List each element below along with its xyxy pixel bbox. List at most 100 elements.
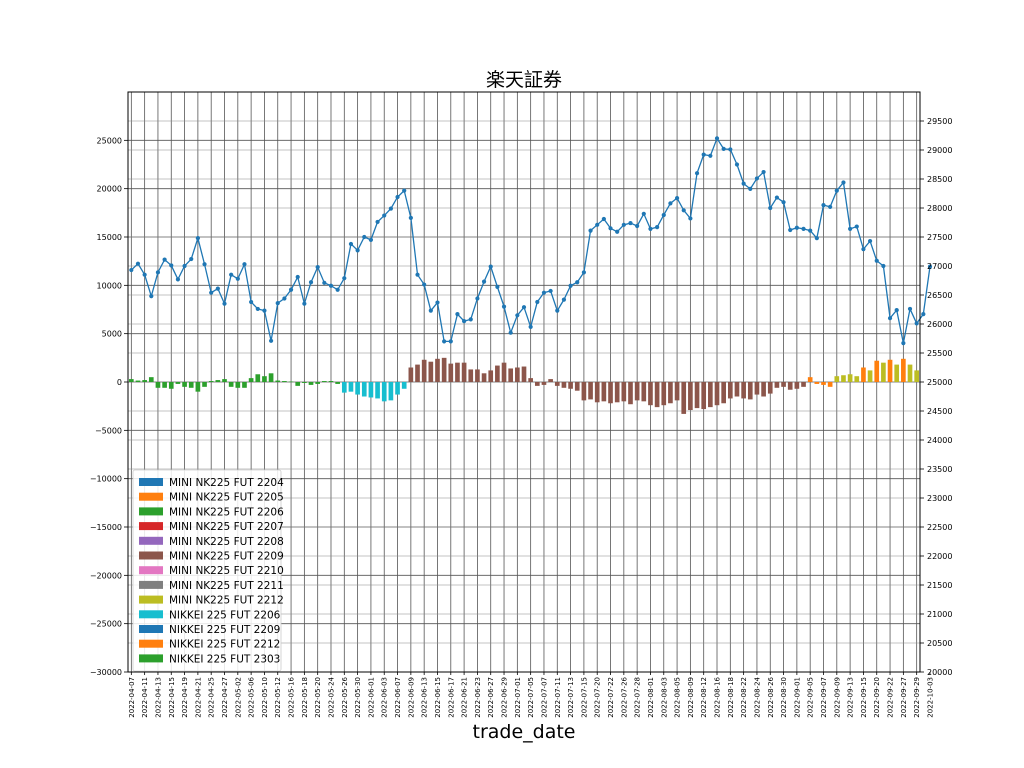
- price-point: [548, 288, 553, 294]
- bar: [368, 382, 374, 398]
- legend-swatch: [139, 566, 163, 575]
- price-point: [462, 319, 467, 324]
- y2-tick-label: 25500: [927, 349, 952, 358]
- bar: [608, 382, 613, 404]
- bar: [508, 368, 514, 382]
- price-point: [615, 229, 620, 234]
- price-point: [149, 294, 154, 299]
- legend-entry-label: NIKKEI 225 FUT 2212: [169, 639, 280, 651]
- bar: [881, 362, 886, 382]
- price-point: [501, 304, 507, 309]
- legend-swatch: [139, 507, 163, 516]
- price-point: [794, 225, 799, 230]
- price-point: [255, 306, 260, 312]
- x-tick-label: 2022-09-27: [900, 677, 908, 718]
- legend-entry-label: MINI NK225 FUT 2204: [169, 477, 284, 489]
- bar: [761, 382, 766, 397]
- bar: [341, 382, 347, 393]
- bar: [827, 382, 833, 387]
- price-point: [761, 169, 766, 175]
- y2-tick-label: 21000: [927, 610, 952, 619]
- bar: [521, 366, 527, 382]
- y2-tick-label: 29000: [927, 146, 952, 155]
- bar: [461, 362, 467, 382]
- bar: [361, 382, 367, 397]
- bar: [801, 382, 806, 387]
- y-tick-label: 10000: [97, 281, 122, 290]
- bar: [867, 370, 873, 382]
- bar-series: [128, 357, 920, 414]
- price-point: [242, 262, 247, 267]
- legend: MINI NK225 FUT 2204 MINI NK225 FUT 2205 MI…: [132, 469, 284, 672]
- price-point: [528, 324, 533, 329]
- bar: [335, 382, 340, 384]
- price-point: [561, 297, 567, 302]
- bar: [641, 382, 647, 402]
- legend-entry-label: MINI NK225 FUT 2205: [169, 492, 284, 504]
- price-point: [861, 247, 866, 252]
- bar: [348, 382, 354, 392]
- price-point: [748, 186, 753, 191]
- bar: [441, 357, 447, 382]
- y-tick-label: 5000: [102, 330, 122, 339]
- x-tick-label: 2022-06-27: [487, 677, 495, 718]
- legend-swatch: [139, 625, 163, 633]
- y2-tick-label: 27000: [927, 262, 952, 271]
- bar: [168, 382, 174, 389]
- bar: [834, 376, 840, 382]
- price-point: [781, 200, 786, 205]
- legend-swatch: [139, 536, 163, 545]
- price-point: [229, 272, 234, 277]
- legend-swatch: [139, 492, 163, 501]
- chart-title: 楽天証券: [486, 69, 562, 91]
- price-point: [854, 224, 859, 229]
- bar: [588, 382, 593, 400]
- price-point: [468, 317, 473, 322]
- x-tick-label: 2022-04-13: [154, 677, 162, 718]
- legend-swatch: [139, 595, 163, 604]
- x-tick-label: 2022-05-18: [301, 677, 309, 718]
- price-point: [169, 263, 174, 268]
- legend-entry-label: MINI NK225 FUT 2206: [169, 506, 284, 518]
- price-point: [628, 220, 633, 226]
- bar: [328, 381, 334, 382]
- bar: [488, 370, 494, 382]
- bar: [847, 374, 853, 382]
- x-tick-label: 2022-06-17: [447, 677, 455, 718]
- bar: [894, 364, 900, 382]
- y-tick-label: −5000: [95, 426, 122, 435]
- legend-entry-label: MINI NK225 FUT 2209: [169, 551, 284, 563]
- price-point: [515, 313, 520, 318]
- price-point: [734, 162, 740, 167]
- price-point: [661, 212, 666, 218]
- bar: [814, 382, 820, 384]
- price-point: [142, 272, 147, 277]
- price-point: [495, 284, 500, 289]
- bar: [628, 382, 633, 405]
- price-point: [388, 206, 393, 211]
- legend-swatch: [139, 580, 163, 589]
- x-tick-label: 2022-07-26: [620, 676, 628, 717]
- price-point: [262, 308, 267, 313]
- bar: [554, 382, 560, 386]
- x-tick-label: 2022-08-26: [767, 676, 775, 717]
- x-tick-label: 2022-07-22: [607, 677, 615, 718]
- price-point: [362, 234, 367, 240]
- y2-tick-label: 28500: [927, 175, 952, 184]
- x-tick-label: 2022-08-24: [753, 676, 761, 717]
- bar: [428, 361, 434, 382]
- bar: [741, 382, 746, 399]
- bar: [248, 378, 254, 382]
- price-point: [209, 290, 214, 295]
- legend-entry-label: MINI NK225 FUT 2211: [169, 580, 284, 592]
- bar: [135, 380, 141, 382]
- price-point: [402, 188, 407, 193]
- x-tick-label: 2022-09-01: [793, 677, 801, 718]
- bar: [421, 359, 427, 382]
- price-point: [774, 195, 780, 200]
- y2-tick-label: 26500: [927, 291, 952, 300]
- price-point: [448, 339, 453, 344]
- price-line-series: [129, 136, 933, 346]
- bar: [907, 364, 913, 382]
- x-tick-label: 2022-04-11: [141, 677, 149, 718]
